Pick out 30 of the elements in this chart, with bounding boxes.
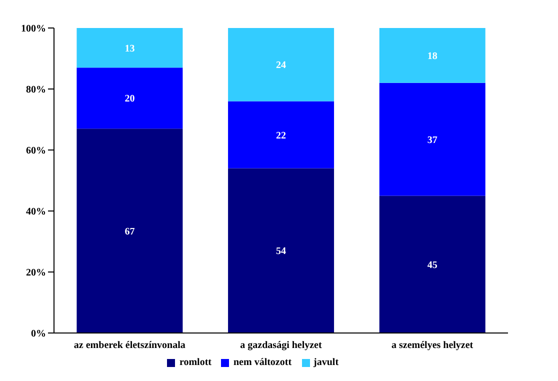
y-tick-label: 100% bbox=[21, 24, 46, 35]
x-tick-label: a gazdasági helyzet bbox=[240, 340, 322, 352]
bar bbox=[379, 28, 486, 83]
bar bbox=[379, 82, 486, 196]
y-tick-label: 20% bbox=[26, 268, 46, 279]
bar bbox=[228, 28, 334, 102]
y-tick-label: 80% bbox=[26, 84, 46, 96]
data-label: 67 bbox=[124, 226, 135, 238]
data-label: 24 bbox=[276, 60, 286, 72]
y-tick-label: 0% bbox=[31, 328, 46, 340]
bar bbox=[228, 168, 334, 333]
data-label: 37 bbox=[427, 134, 438, 146]
data-label: 45 bbox=[427, 260, 438, 271]
bar bbox=[76, 128, 183, 333]
bar bbox=[76, 28, 183, 68]
bar bbox=[379, 196, 486, 333]
data-label: 54 bbox=[276, 246, 286, 258]
x-tick-label: az emberek életszínvonala bbox=[74, 340, 186, 352]
data-label: 20 bbox=[124, 94, 135, 105]
y-tick-label: 60% bbox=[26, 146, 46, 157]
data-label: 22 bbox=[276, 130, 286, 142]
bar bbox=[76, 68, 183, 129]
legend-label: javult bbox=[314, 357, 339, 368]
legend-label: nem változott bbox=[233, 357, 292, 368]
data-label: 18 bbox=[427, 51, 438, 62]
data-label: 13 bbox=[124, 43, 135, 54]
bar bbox=[228, 101, 334, 168]
legend-label: romlott bbox=[179, 357, 212, 368]
x-tick-label: a személyes helyzet bbox=[392, 340, 474, 352]
y-tick-label: 40% bbox=[26, 206, 46, 218]
